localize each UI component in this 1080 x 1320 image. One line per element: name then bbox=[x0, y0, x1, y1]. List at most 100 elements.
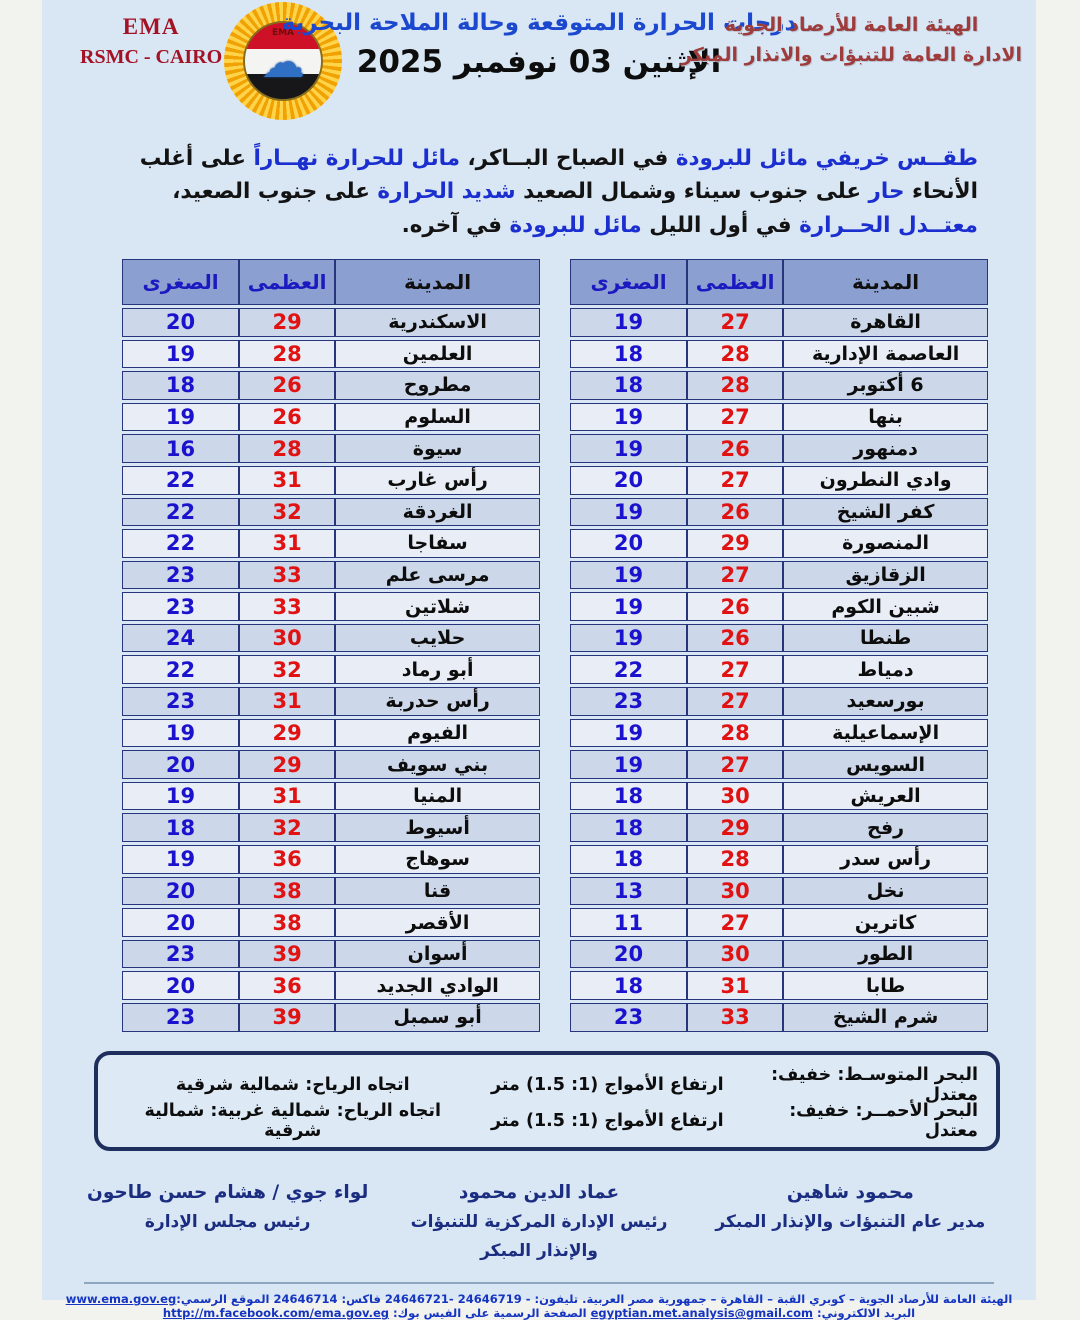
contact-info-line: الهيئة العامة للأرصاد الجوية – كوبري الق… bbox=[52, 1292, 1026, 1320]
table-row: الفيوم 29 19 bbox=[122, 718, 540, 748]
max-temp-cell: 31 bbox=[239, 529, 336, 558]
min-temp-cell: 19 bbox=[570, 434, 688, 463]
city-cell: دمياط bbox=[783, 655, 988, 685]
city-cell: طابا bbox=[783, 971, 988, 1000]
min-temp-cell: 22 bbox=[570, 655, 688, 685]
min-column-header: الصغرى bbox=[122, 258, 240, 305]
min-temp-cell: 16 bbox=[122, 434, 240, 463]
table-row: رأس غارب 31 22 bbox=[122, 465, 540, 495]
city-column-header: المدينة bbox=[335, 258, 540, 305]
city-cell: أبو سمبل bbox=[335, 1003, 540, 1032]
table-row: الاسكندرية 29 20 bbox=[122, 307, 540, 337]
max-temp-cell: 28 bbox=[687, 339, 784, 369]
table-row: الوادي الجديد 36 20 bbox=[122, 971, 540, 1000]
forecast-paragraph: طقــس خريفي مائل للبرودة في الصباح البــ… bbox=[104, 142, 978, 242]
city-cell: 6 أكتوبر bbox=[783, 371, 988, 400]
max-temp-cell: 30 bbox=[687, 876, 784, 906]
contact-link[interactable]: egyptian.met.analysis@gmail.com bbox=[590, 1306, 813, 1320]
signature-title: رئيس الإدارة المركزية للتنبؤات والإنذار … bbox=[410, 1212, 668, 1261]
table-row: كاترين 27 11 bbox=[570, 908, 988, 937]
min-temp-cell: 22 bbox=[122, 529, 240, 558]
max-temp-cell: 38 bbox=[239, 876, 336, 906]
max-temp-cell: 27 bbox=[687, 655, 784, 685]
city-cell: وادي النطرون bbox=[783, 465, 988, 495]
city-cell: القاهرة bbox=[783, 307, 988, 337]
city-cell: المنيا bbox=[335, 781, 540, 811]
city-cell: الأقصر bbox=[335, 908, 540, 937]
max-temp-cell: 30 bbox=[687, 939, 784, 969]
table-row: الإسماعيلية 28 19 bbox=[570, 718, 988, 748]
city-cell: بورسعيد bbox=[783, 687, 988, 716]
city-cell: رفح bbox=[783, 813, 988, 843]
min-temp-cell: 11 bbox=[570, 908, 688, 937]
table-row: رأس حدربة 31 23 bbox=[122, 687, 540, 716]
signature-block: محمود شاهين مدير عام التنبؤات والإنذار ال… bbox=[695, 1177, 1006, 1266]
table-row: الطور 30 20 bbox=[570, 939, 988, 969]
table-row: أسوان 39 23 bbox=[122, 939, 540, 969]
contact-link[interactable]: www.ema.gov.eg bbox=[65, 1292, 177, 1307]
contact-link[interactable]: http://m.facebook.com/ema.gov.eg bbox=[162, 1306, 389, 1320]
forecast-segment: في آخره. bbox=[401, 212, 502, 238]
organization-block: الهيئة العامة للأرصاد الجوية الادارة الع… bbox=[681, 10, 1022, 71]
table-row: طنطا 26 19 bbox=[570, 623, 988, 653]
temperature-tables: المدينة العظمى الصغرى القاهرة 27 19 العاصمة… bbox=[122, 256, 988, 1035]
city-cell: قنا bbox=[335, 876, 540, 906]
max-temp-cell: 39 bbox=[239, 1003, 336, 1032]
city-cell: الطور bbox=[783, 939, 988, 969]
min-temp-cell: 19 bbox=[570, 560, 688, 590]
max-temp-cell: 27 bbox=[687, 465, 784, 495]
ema-sun-logo-icon: EMA ☁ bbox=[224, 2, 342, 120]
table-row: دمنهور 26 19 bbox=[570, 434, 988, 463]
weather-bulletin-page: EMA RSMC - CAIRO EMA ☁ درجات الحرارة الم… bbox=[42, 0, 1036, 1320]
max-temp-cell: 29 bbox=[239, 750, 336, 779]
forecast-segment: طقــس خريفي مائل للبرودة bbox=[668, 146, 978, 171]
table-header-row: المدينة العظمى الصغرى bbox=[122, 258, 540, 305]
logo-ema-text: EMA bbox=[271, 28, 295, 38]
city-cell: شرم الشيخ bbox=[783, 1003, 988, 1032]
city-cell: الوادي الجديد bbox=[335, 971, 540, 1000]
max-temp-cell: 29 bbox=[687, 529, 784, 558]
forecast-segment: مائل للحرارة نهــاراً bbox=[245, 146, 461, 171]
table-row: الزقازيق 27 19 bbox=[570, 560, 988, 590]
temps-table-coast-upper-egypt: المدينة العظمى الصغرى الاسكندرية 29 20 العل… bbox=[122, 256, 540, 1035]
min-temp-cell: 23 bbox=[122, 1003, 240, 1032]
min-temp-cell: 22 bbox=[122, 655, 240, 685]
wave-height-label: ارتفاع الأمواج (1: 1.5) متر bbox=[491, 1074, 724, 1095]
min-temp-cell: 18 bbox=[570, 781, 688, 811]
forecast-segment: مائل للبرودة bbox=[501, 212, 642, 238]
cloud-icon: ☁ bbox=[261, 37, 305, 88]
max-temp-cell: 27 bbox=[687, 402, 784, 432]
max-column-header: العظمى bbox=[239, 258, 336, 305]
city-column-header: المدينة bbox=[783, 258, 988, 305]
wind-direction-label: اتجاه الرياح: شمالية غربية: شمالية شرقية bbox=[144, 1100, 441, 1141]
ema-label: EMA bbox=[122, 14, 180, 39]
min-temp-cell: 19 bbox=[122, 718, 240, 748]
city-cell: طنطا bbox=[783, 623, 988, 653]
max-temp-cell: 36 bbox=[239, 971, 336, 1000]
max-temp-cell: 26 bbox=[687, 592, 784, 621]
max-temp-cell: 26 bbox=[239, 371, 336, 400]
ema-rsmc-label: EMA RSMC - CAIRO bbox=[80, 14, 222, 69]
max-temp-cell: 31 bbox=[239, 687, 336, 716]
city-cell: رأس غارب bbox=[335, 465, 540, 495]
table-row: قنا 38 20 bbox=[122, 876, 540, 906]
wave-height-label: ارتفاع الأمواج (1: 1.5) متر bbox=[491, 1110, 724, 1131]
forecast-segment: على جنوب سيناء وشمال الصعيد bbox=[515, 179, 862, 205]
signature-block: عماد الدين محمود رئيس الإدارة المركزية لل… bbox=[383, 1177, 694, 1266]
city-cell: رأس حدربة bbox=[335, 687, 540, 716]
city-cell: العلمين bbox=[335, 339, 540, 369]
max-temp-cell: 36 bbox=[239, 845, 336, 874]
city-cell: السلوم bbox=[335, 402, 540, 432]
sea-state-label: البحر المتوسـط: خفيف: معتدل bbox=[771, 1064, 978, 1105]
min-temp-cell: 18 bbox=[122, 371, 240, 400]
forecast-segment: على أغلب الأنحاء bbox=[139, 146, 978, 205]
city-cell: المنصورة bbox=[783, 529, 988, 558]
max-temp-cell: 27 bbox=[687, 750, 784, 779]
city-cell: الفيوم bbox=[335, 718, 540, 748]
table-row: مطروح 26 18 bbox=[122, 371, 540, 400]
max-temp-cell: 26 bbox=[687, 623, 784, 653]
min-temp-cell: 23 bbox=[570, 687, 688, 716]
max-temp-cell: 27 bbox=[687, 687, 784, 716]
city-cell: شلاتين bbox=[335, 592, 540, 621]
table-row: الغردقة 32 22 bbox=[122, 497, 540, 527]
